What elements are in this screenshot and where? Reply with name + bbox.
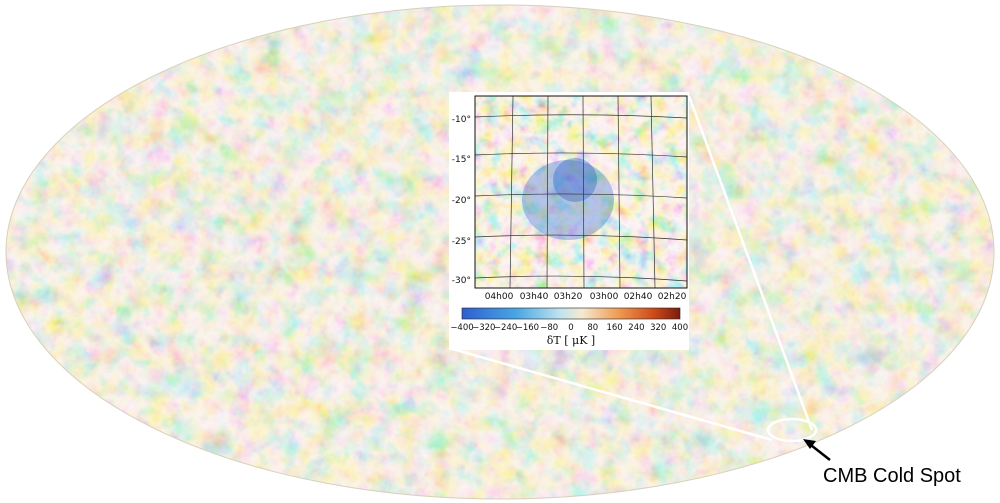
cold-spot-callout: CMB Cold Spot bbox=[803, 439, 961, 487]
colorbar-tick-label: −400 bbox=[450, 323, 473, 333]
y-tick-label: -10° bbox=[452, 115, 471, 125]
inset-grid bbox=[475, 96, 687, 288]
colorbar-tick-label: 240 bbox=[628, 323, 644, 333]
colorbar-tick-label: 320 bbox=[650, 323, 666, 333]
colorbar-tick-label: 400 bbox=[672, 323, 688, 333]
colorbar-tick-label: −160 bbox=[516, 323, 539, 333]
x-tick-label: 02h20 bbox=[658, 292, 687, 302]
inset-zoom-map bbox=[475, 96, 687, 288]
colorbar-gradient bbox=[461, 307, 681, 320]
y-tick-label: -20° bbox=[452, 196, 471, 206]
cold-spot-label: CMB Cold Spot bbox=[823, 465, 961, 487]
colorbar-tick-label: 160 bbox=[606, 323, 622, 333]
colorbar-tick-label: −320 bbox=[472, 323, 495, 333]
x-tick-label: 02h40 bbox=[624, 292, 653, 302]
y-tick-label: -15° bbox=[452, 155, 471, 165]
inset-panel: -10° -15° -20° -25° -30° 04h00 03h40 03h… bbox=[449, 92, 689, 350]
inset-y-axis-ticks: -10° -15° -20° -25° -30° bbox=[452, 115, 471, 286]
y-tick-label: -25° bbox=[452, 237, 471, 247]
zoom-connector-lines bbox=[448, 95, 814, 442]
colorbar-ticks: −400 −320 −240 −160 −80 0 80 160 240 320… bbox=[450, 323, 688, 333]
colorbar: −400 −320 −240 −160 −80 0 80 160 240 320… bbox=[450, 307, 688, 347]
cold-spot-highlight bbox=[766, 417, 818, 443]
arrow-icon bbox=[803, 439, 831, 461]
y-tick-label: -30° bbox=[452, 276, 471, 286]
colorbar-tick-label: 80 bbox=[587, 323, 598, 333]
inset-x-axis-ticks: 04h00 03h40 03h20 03h00 02h40 02h20 bbox=[485, 292, 687, 302]
x-tick-label: 04h00 bbox=[485, 292, 514, 302]
x-tick-label: 03h00 bbox=[590, 292, 619, 302]
colorbar-tick-label: −80 bbox=[540, 323, 558, 333]
x-tick-label: 03h40 bbox=[520, 292, 549, 302]
colorbar-label: δT [ μK ] bbox=[547, 334, 595, 347]
colorbar-tick-label: 0 bbox=[568, 323, 573, 333]
colorbar-tick-label: −240 bbox=[494, 323, 517, 333]
x-tick-label: 03h20 bbox=[554, 292, 583, 302]
